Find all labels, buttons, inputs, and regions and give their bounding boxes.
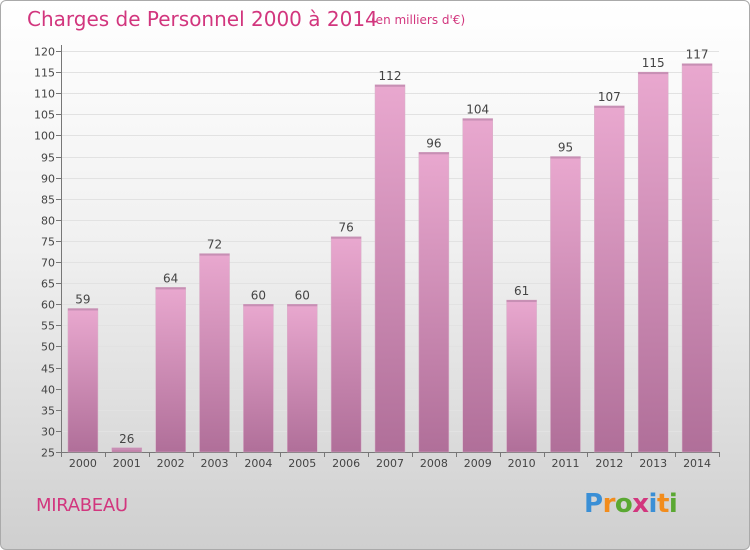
y-tick-label: 105	[34, 109, 55, 122]
x-tick-label: 2009	[464, 457, 492, 470]
bar-cap	[287, 304, 318, 307]
bar-cap	[594, 105, 625, 108]
y-tick-label: 70	[41, 257, 55, 270]
data-label: 64	[163, 271, 178, 285]
y-tick-label: 110	[34, 88, 55, 101]
bar-2000	[67, 308, 99, 453]
bar-cap	[155, 287, 186, 290]
commune-name: MIRABEAU	[36, 495, 128, 516]
y-tick-label: 45	[41, 363, 55, 376]
data-label: 60	[251, 288, 266, 302]
logo-letter: o	[614, 489, 633, 519]
bar-2005	[287, 304, 318, 453]
bar-2013	[637, 71, 669, 453]
data-labels: 59 26 64 72 60 60 76 112 96 104 61 95 107 115 117	[75, 48, 708, 446]
data-label: 76	[338, 221, 353, 235]
bars	[67, 63, 713, 453]
logo-letter: r	[602, 489, 616, 519]
axes	[61, 45, 719, 453]
bar-cap	[462, 118, 493, 121]
y-tick-label: 90	[41, 173, 55, 186]
x-tick-label: 2010	[508, 457, 536, 470]
data-label: 104	[466, 103, 489, 117]
bar-2006	[330, 236, 362, 453]
x-tick-label: 2007	[376, 457, 404, 470]
bar-2004	[243, 304, 274, 453]
bar-2010	[506, 299, 537, 453]
y-tick-label: 100	[34, 130, 55, 143]
bar-cap	[199, 253, 230, 256]
bar-2002	[155, 287, 186, 453]
data-label: 59	[75, 292, 90, 306]
data-label: 72	[207, 238, 222, 252]
chart-subtitle: (en milliers d'€)	[371, 13, 466, 27]
data-label: 61	[514, 284, 529, 298]
y-tick-label: 115	[34, 67, 55, 80]
x-tick-label: 2002	[157, 457, 185, 470]
logo-letter: x	[632, 489, 649, 519]
bar-cap	[550, 156, 581, 159]
data-label: 117	[686, 48, 709, 62]
bar-2009	[462, 118, 493, 453]
bar-cap	[638, 72, 669, 75]
data-label: 96	[426, 136, 441, 150]
y-tick-label: 80	[41, 215, 55, 228]
bar-cap	[418, 152, 449, 155]
x-tick-label: 2000	[69, 457, 97, 470]
y-tick-label: 120	[34, 46, 55, 59]
y-tick-label: 40	[41, 384, 55, 397]
y-tick-label: 65	[41, 278, 55, 291]
y-tick-labels: 25 30 35 40 45 50 55 60 65 70 75 80 85 90 95 100 105 110 1…	[34, 46, 55, 460]
data-label: 107	[598, 90, 621, 104]
proxiti-logo: Proxiti	[584, 489, 678, 519]
bar-cap	[67, 308, 98, 311]
bar-cap	[506, 300, 537, 303]
y-tick-label: 55	[41, 320, 55, 333]
y-tick-label: 85	[41, 194, 55, 207]
x-tick-label: 2005	[288, 457, 316, 470]
x-tick-label: 2006	[332, 457, 360, 470]
logo-letter: t	[656, 489, 669, 519]
logo-letter: i	[648, 489, 658, 519]
y-tick-label: 75	[41, 236, 55, 249]
bar-2012	[594, 105, 625, 453]
data-label: 60	[295, 288, 310, 302]
bar-2008	[418, 152, 450, 453]
x-tick-label: 2004	[244, 457, 272, 470]
x-tick-label: 2008	[420, 457, 448, 470]
y-tick-label: 60	[41, 299, 55, 312]
y-tick-label: 30	[41, 426, 55, 439]
bar-2003	[199, 253, 230, 453]
y-tick-label: 25	[41, 447, 55, 460]
bar-cap	[682, 63, 713, 66]
logo-letter: P	[584, 489, 603, 519]
x-tick-label: 2012	[595, 457, 623, 470]
y-tick-label: 95	[41, 152, 55, 165]
bar-2007	[374, 84, 406, 453]
y-tick-label: 50	[41, 341, 55, 354]
chart-title: Charges de Personnel 2000 à 2014	[27, 7, 378, 31]
x-tick-labels: 2000 2001 2002 2003 2004 2005 2006 2007 2008 2009…	[61, 452, 720, 470]
x-tick-label: 2011	[551, 457, 579, 470]
x-tick-label: 2013	[639, 457, 667, 470]
logo-letter: i	[668, 489, 678, 519]
bar-cap	[243, 304, 274, 307]
x-tick-label: 2003	[201, 457, 229, 470]
data-label: 115	[642, 56, 665, 70]
bar-cap	[375, 84, 405, 87]
data-label: 95	[558, 141, 573, 155]
bar-2011	[550, 156, 581, 453]
x-tick-label: 2001	[113, 457, 141, 470]
bar-cap	[331, 236, 362, 239]
data-label: 112	[379, 69, 402, 83]
bar-cap	[111, 447, 142, 450]
y-tick-label: 35	[41, 405, 55, 418]
bar-2014	[681, 63, 713, 453]
data-label: 26	[119, 432, 134, 446]
x-tick-label: 2014	[683, 457, 711, 470]
